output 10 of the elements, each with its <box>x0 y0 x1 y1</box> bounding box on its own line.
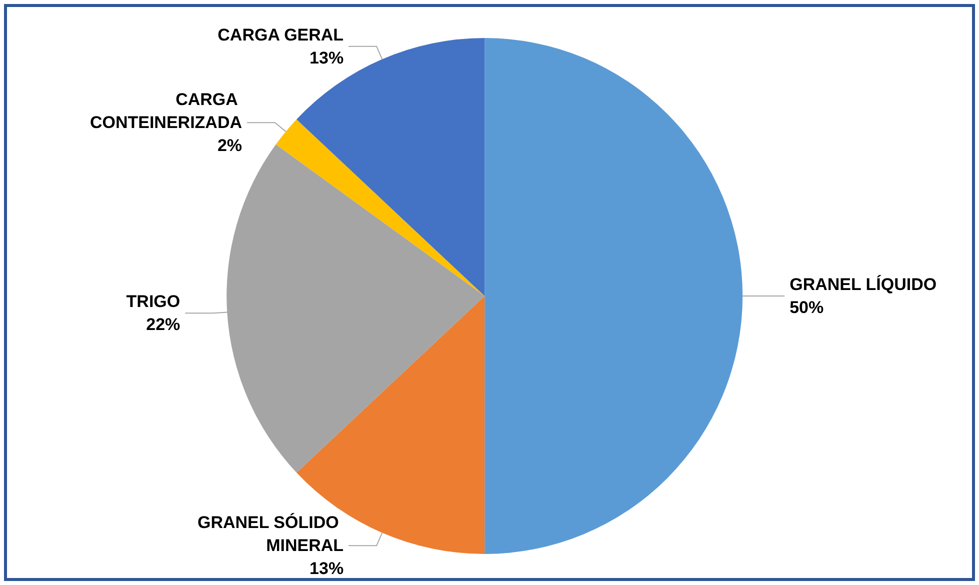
slice-label: CARGA GERAL <box>218 25 344 44</box>
slice-label: GRANEL LÍQUIDO <box>790 274 937 294</box>
slice-label: GRANEL SÓLIDO MINERAL <box>197 512 344 556</box>
slice-label: CARGA CONTEINERIZADA <box>90 90 242 132</box>
slice-label: TRIGO <box>126 292 180 312</box>
data-label: 13% <box>310 48 344 68</box>
data-label: 22% <box>146 315 180 334</box>
data-label: 50% <box>790 298 824 318</box>
data-label: 13% <box>310 559 344 578</box>
data-label: 2% <box>217 136 242 156</box>
